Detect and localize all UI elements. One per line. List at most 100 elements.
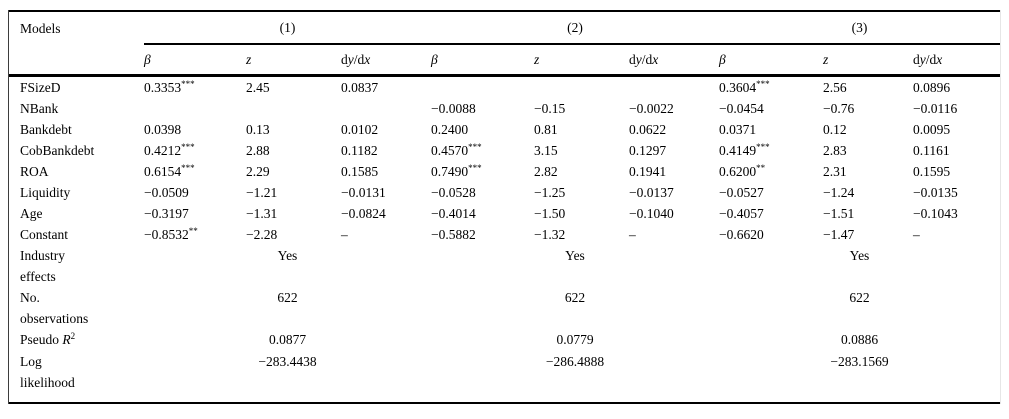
significance-stars: *** <box>181 162 195 173</box>
text-segment: Age <box>20 205 43 221</box>
coef-cell: 2.83 <box>823 140 913 161</box>
coef-cell: 2.88 <box>246 140 341 161</box>
cell-value: 2.88 <box>246 142 270 158</box>
row-label-line: Liquidity <box>20 182 144 203</box>
coef-cell: −0.5882 <box>431 224 534 245</box>
cell-value: 2.82 <box>534 163 558 179</box>
cell-value: −0.0116 <box>913 100 958 116</box>
text-segment: No. <box>20 289 40 305</box>
text-segment: d <box>913 51 920 67</box>
cell-value: −0.6620 <box>719 226 764 242</box>
cell-value: 0.7490 <box>431 163 469 179</box>
text-segment: y <box>919 51 926 67</box>
cell-value: 0.13 <box>246 121 270 137</box>
cell-value: 0.1585 <box>341 163 379 179</box>
row-label: CobBankdebt <box>9 140 144 161</box>
row-label: NBank <box>9 98 144 119</box>
coef-cell: −1.24 <box>823 182 913 203</box>
cell-value: – <box>913 226 920 242</box>
cell-value: 0.6154 <box>144 163 182 179</box>
text-segment: β <box>431 51 438 67</box>
table-head: Models (1) (2) (3) β z dy/dx β z dy/dx β z dy/dx <box>9 11 1000 77</box>
coef-cell: 0.12 <box>823 119 913 140</box>
cell-value: 0.0896 <box>913 79 951 95</box>
text-segment: x <box>364 51 371 67</box>
cell-value: −0.0509 <box>144 184 189 200</box>
cell-value: −1.31 <box>246 205 278 221</box>
coef-cell: −0.4057 <box>719 203 823 224</box>
row-label: ROA <box>9 161 144 182</box>
coef-cell: 2.45 <box>246 75 341 98</box>
model-group-header-2: (2) <box>431 11 719 45</box>
row-label: Industry effects <box>9 245 144 287</box>
col-subheader-beta-3: β <box>719 44 823 77</box>
cell-value: 0.0371 <box>719 121 757 137</box>
coef-cell: −0.0135 <box>913 182 1000 203</box>
text-segment: Models <box>20 21 61 36</box>
coef-cell: 0.3604*** <box>719 75 823 98</box>
text-segment: y <box>635 51 642 67</box>
row-label-line: No. <box>20 287 144 308</box>
coef-cell: 0.1595 <box>913 161 1000 182</box>
coef-cell: 0.0095 <box>913 119 1000 140</box>
col-subheader-dydx-1: dy/dx <box>341 44 431 77</box>
coef-cell: −0.0509 <box>144 182 246 203</box>
cell-value: −0.0088 <box>431 100 476 116</box>
coef-cell: 0.1161 <box>913 140 1000 161</box>
coef-cell: −1.21 <box>246 182 341 203</box>
cell-value: −0.1040 <box>629 205 674 221</box>
cell-value: −1.24 <box>823 184 855 200</box>
cell-value: −0.76 <box>823 100 855 116</box>
coef-cell <box>431 75 534 98</box>
col-subheader-z-1: z <box>246 44 341 77</box>
cell-value: 0.12 <box>823 121 847 137</box>
coef-cell: −0.4014 <box>431 203 534 224</box>
cell-value: 0.4149 <box>719 142 757 158</box>
table-row: ROA 0.6154*** 2.29 0.1585 0.7490*** 2.82 0.194… <box>9 161 1000 182</box>
coef-cell: −0.0088 <box>431 98 534 119</box>
text-segment: /d <box>641 51 653 67</box>
table-row: Log likelihood −283.4438 −286.4888 −283.1569 <box>9 351 1000 403</box>
text-segment: Pseudo <box>20 331 63 347</box>
cell-value: −0.4057 <box>719 205 764 221</box>
text-segment: Constant <box>20 226 69 242</box>
coef-cell: −0.76 <box>823 98 913 119</box>
significance-stars: *** <box>468 162 482 173</box>
row-label-line: Log <box>20 351 144 372</box>
table-row: Industry effects Yes Yes Yes <box>9 245 1000 287</box>
coef-cell: 0.0102 <box>341 119 431 140</box>
cell-value: −1.51 <box>823 205 855 221</box>
coef-cell: −0.1043 <box>913 203 1000 224</box>
cell-value: 2.56 <box>823 79 847 95</box>
coef-cell: 2.56 <box>823 75 913 98</box>
row-label-line: Constant <box>20 224 144 245</box>
cell-value: −1.50 <box>534 205 566 221</box>
coef-cell: 2.29 <box>246 161 341 182</box>
results-table-frame: Models (1) (2) (3) β z dy/dx β z dy/dx β z dy/dx FSi… <box>8 10 1001 404</box>
coef-cell: – <box>913 224 1000 245</box>
row-label-line: NBank <box>20 98 144 119</box>
coef-cell: −2.28 <box>246 224 341 245</box>
cell-value: 0.0398 <box>144 121 182 137</box>
coef-cell: −0.1040 <box>629 203 719 224</box>
cell-value: −0.15 <box>534 100 566 116</box>
col-subheader-beta-1: β <box>144 44 246 77</box>
coef-cell: 3.15 <box>534 140 629 161</box>
row-label: FSizeD <box>9 75 144 98</box>
cell-value: 2.83 <box>823 142 847 158</box>
coef-cell: −0.0454 <box>719 98 823 119</box>
summary-value-model-2: −286.4888 <box>545 353 605 369</box>
row-label-line: Industry <box>20 245 144 266</box>
coef-cell: 2.82 <box>534 161 629 182</box>
coef-cell: 0.3353*** <box>144 75 246 98</box>
coef-cell: 0.6154*** <box>144 161 246 182</box>
summary-value-model-1: 622 <box>277 289 298 305</box>
summary-value-model-3: −283.1569 <box>830 353 889 369</box>
text-segment: R <box>62 331 71 347</box>
cell-value: −0.0135 <box>913 184 958 200</box>
coef-cell: 0.2400 <box>431 119 534 140</box>
table-row: Bankdebt 0.0398 0.13 0.0102 0.2400 0.81 0.0622… <box>9 119 1000 140</box>
cell-value: −0.0454 <box>719 100 764 116</box>
col-subheader-z-3: z <box>823 44 913 77</box>
text-segment: (2) <box>567 20 583 35</box>
